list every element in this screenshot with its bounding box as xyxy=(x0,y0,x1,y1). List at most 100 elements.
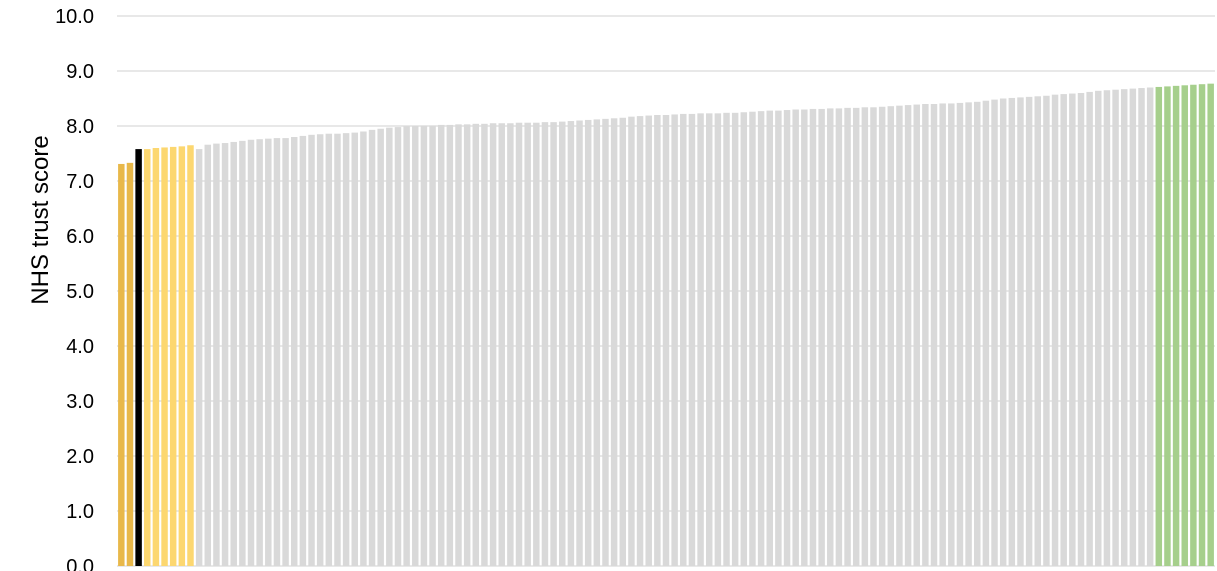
bar xyxy=(386,127,393,567)
bar xyxy=(1172,85,1180,566)
bar xyxy=(835,108,843,567)
bar xyxy=(896,105,903,567)
bar xyxy=(334,133,341,566)
bar xyxy=(991,99,998,566)
bar xyxy=(178,146,186,566)
bar xyxy=(584,119,592,566)
bar xyxy=(757,111,765,567)
bar xyxy=(316,134,324,566)
bar xyxy=(697,113,704,566)
bar xyxy=(922,104,929,566)
bar xyxy=(714,113,722,566)
bar xyxy=(1164,86,1171,567)
bar xyxy=(705,113,713,566)
bar xyxy=(740,112,748,566)
bar xyxy=(126,162,134,566)
bar xyxy=(662,115,670,566)
bar xyxy=(1120,89,1128,567)
bar xyxy=(1008,97,1016,566)
bar xyxy=(273,138,281,566)
bar xyxy=(731,112,739,567)
bar xyxy=(420,125,428,566)
bar xyxy=(412,126,419,566)
bar xyxy=(463,124,471,566)
bar xyxy=(455,124,462,566)
y-tick-label: 6.0 xyxy=(66,226,94,248)
bar xyxy=(999,98,1007,566)
bar xyxy=(654,115,661,566)
y-tick-label: 8.0 xyxy=(66,116,94,138)
bar xyxy=(1129,88,1137,566)
bar xyxy=(602,118,609,566)
bar xyxy=(852,107,860,566)
bar xyxy=(844,107,851,566)
y-axis-title: NHS trust score xyxy=(27,135,54,304)
bar xyxy=(1025,96,1033,566)
bar xyxy=(801,109,808,566)
bar xyxy=(481,123,488,567)
y-tick-label: 1.0 xyxy=(66,501,94,523)
bar xyxy=(749,111,756,566)
bar xyxy=(628,116,635,567)
bar xyxy=(619,117,627,566)
bar xyxy=(368,129,376,566)
bar xyxy=(1069,93,1076,567)
bar xyxy=(429,125,436,566)
bar xyxy=(403,126,410,567)
bar xyxy=(308,134,315,567)
bar xyxy=(818,108,825,566)
bar xyxy=(342,133,350,566)
bar xyxy=(1138,88,1145,567)
bar xyxy=(169,146,177,566)
bar xyxy=(974,101,981,567)
bar xyxy=(939,103,946,566)
bar xyxy=(783,110,791,567)
y-tick-label: 9.0 xyxy=(66,61,94,83)
bar xyxy=(256,139,263,566)
bar xyxy=(948,103,955,566)
y-tick-label: 4.0 xyxy=(66,336,94,358)
y-axis-ticks: 0.0 1.0 2.0 3.0 4.0 5.0 6.0 7.0 8.0 9.0 10.0 xyxy=(55,6,94,571)
bar xyxy=(723,112,730,567)
bar xyxy=(861,107,869,567)
bar xyxy=(437,124,445,567)
bar xyxy=(221,143,229,567)
bar xyxy=(1181,85,1188,567)
bar xyxy=(360,131,367,566)
bar xyxy=(1095,90,1102,567)
bar xyxy=(204,144,212,566)
bar xyxy=(792,109,799,566)
bar xyxy=(982,100,990,566)
bar xyxy=(593,119,601,567)
bar xyxy=(239,140,246,566)
bar xyxy=(636,116,644,566)
bar xyxy=(533,122,540,566)
bar xyxy=(1207,83,1214,567)
bar xyxy=(135,149,142,566)
y-tick-label: 3.0 xyxy=(66,391,94,413)
bar xyxy=(913,104,920,567)
bar xyxy=(887,106,895,566)
bar xyxy=(1198,84,1206,566)
bar xyxy=(299,135,307,566)
bar xyxy=(1155,86,1163,566)
bar xyxy=(1086,91,1093,567)
bar xyxy=(809,108,817,566)
bar xyxy=(213,143,220,566)
bar xyxy=(161,147,168,566)
bar xyxy=(118,163,125,566)
bar xyxy=(930,104,938,566)
y-tick-label: 7.0 xyxy=(66,171,94,193)
bar xyxy=(956,102,964,567)
bar xyxy=(1060,94,1067,566)
bar xyxy=(144,149,151,566)
bar xyxy=(152,148,160,566)
bar xyxy=(1051,94,1059,567)
bar xyxy=(1190,84,1197,566)
bar xyxy=(904,105,912,566)
bar xyxy=(247,139,255,566)
bar xyxy=(498,123,505,566)
bar xyxy=(688,113,696,567)
bar xyxy=(351,132,358,566)
